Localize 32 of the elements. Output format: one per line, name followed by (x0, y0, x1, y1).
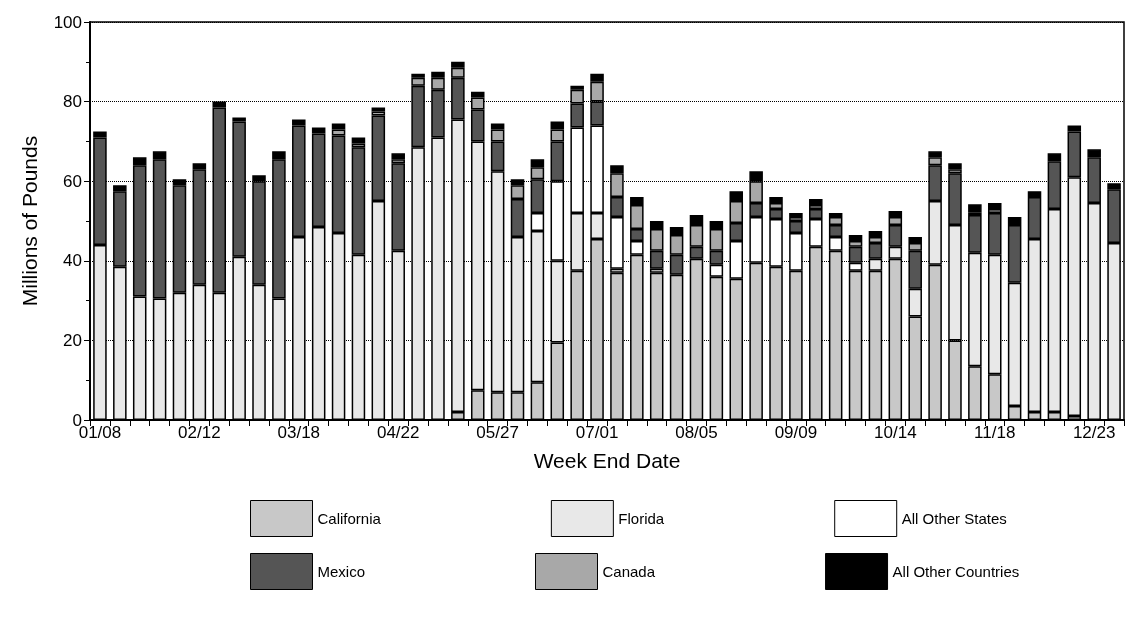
legend-label: Mexico (317, 563, 366, 580)
x-tick-label: 03/18 (277, 423, 321, 442)
legend-label: California (317, 510, 382, 527)
y-tick-label: 100 (53, 12, 82, 32)
y-tick-label: 80 (63, 92, 82, 112)
bar (391, 153, 405, 160)
legend-label: Florida (618, 510, 665, 527)
x-tick-label: 05/27 (476, 423, 519, 442)
bar (371, 107, 386, 112)
bar (1007, 217, 1022, 223)
y-tick-label: 60 (63, 171, 82, 191)
bar (968, 204, 982, 213)
y-tick-label: 20 (63, 330, 82, 350)
x-tick-label: 07/01 (575, 423, 619, 442)
x-tick-label: 12/23 (1072, 423, 1116, 442)
bar (789, 213, 803, 218)
bar (948, 163, 962, 170)
bar (987, 203, 1002, 210)
bar (809, 199, 823, 206)
x-tick-label: 09/09 (774, 423, 818, 442)
x-tick-label: 11/18 (974, 423, 1016, 442)
x-tick-label: 08/05 (675, 423, 718, 442)
y-tick-label: 40 (63, 251, 82, 271)
x-tick-label: 02/12 (178, 423, 221, 442)
legend-label: All Other States (901, 510, 1007, 527)
y-axis-title: Millions of Pounds (18, 135, 41, 307)
x-tick-label: 04/22 (376, 423, 420, 442)
legend-label: All Other Countries (892, 563, 1020, 580)
bar (351, 137, 366, 144)
legend-label: Canada (602, 563, 656, 580)
x-tick-label: 10/14 (874, 423, 917, 442)
x-axis-title: Week End Date (533, 449, 681, 472)
